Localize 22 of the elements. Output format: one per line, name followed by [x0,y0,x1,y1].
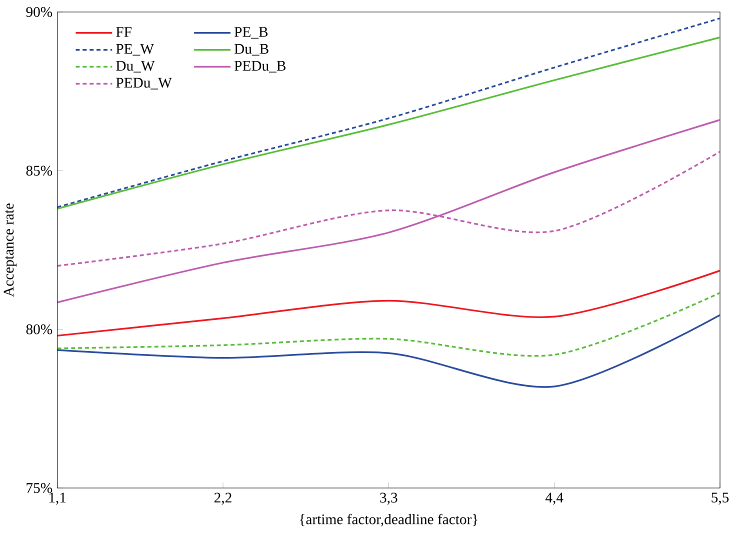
x-tick-label: 2,2 [214,492,232,505]
y-tick-label: 75% [26,483,52,493]
legend-label: PEDu_W [116,78,172,90]
line-series [57,292,720,357]
y-tick-label: 80% [26,324,52,334]
y-tick-label: 85% [26,166,52,176]
y-axis-title: Acceptance rate [4,203,17,297]
x-axis-title: {artime factor,deadline factor} [300,514,478,526]
line-series [57,314,720,388]
x-tick-label: 3,3 [380,492,398,505]
legend-label: PE_W [116,44,154,56]
line-series [57,270,720,337]
legend-label: Du_W [116,60,155,72]
legend-label: PE_B [234,27,268,39]
legend-label: FF [116,27,132,37]
legend-label: PEDu_B [234,60,286,72]
legend-label: Du_B [234,44,268,56]
x-tick-label: 5,5 [712,492,729,505]
x-tick-label: 4,4 [545,492,564,505]
x-tick-label: 1,1 [49,492,66,505]
y-tick-label: 90% [26,7,52,17]
line-series [57,119,720,304]
